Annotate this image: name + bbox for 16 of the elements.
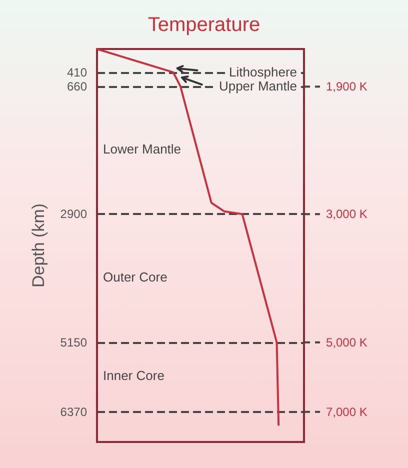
- ref-line-label: 5,000 K: [326, 335, 368, 350]
- chart-title: Temperature: [148, 14, 260, 36]
- annotation: Lithosphere: [229, 64, 298, 80]
- y-tick-label: 660: [66, 80, 88, 94]
- annotation: Inner Core: [103, 368, 164, 384]
- ref-line-label: 1,900 K: [326, 80, 368, 94]
- annotation: Outer Core: [103, 269, 168, 284]
- y-axis-title: Depth (km): [29, 203, 48, 288]
- y-tick-label: 5150: [60, 335, 88, 350]
- annotation: Upper Mantle: [218, 78, 298, 94]
- ref-line-label: 3,000 K: [326, 207, 368, 222]
- annotation: Lower Mantle: [103, 141, 182, 156]
- y-tick-label: 6370: [60, 404, 88, 419]
- ref-line-label: 7,000 K: [326, 404, 368, 419]
- y-tick-label: 2900: [60, 207, 88, 222]
- y-tick-label: 410: [66, 65, 88, 80]
